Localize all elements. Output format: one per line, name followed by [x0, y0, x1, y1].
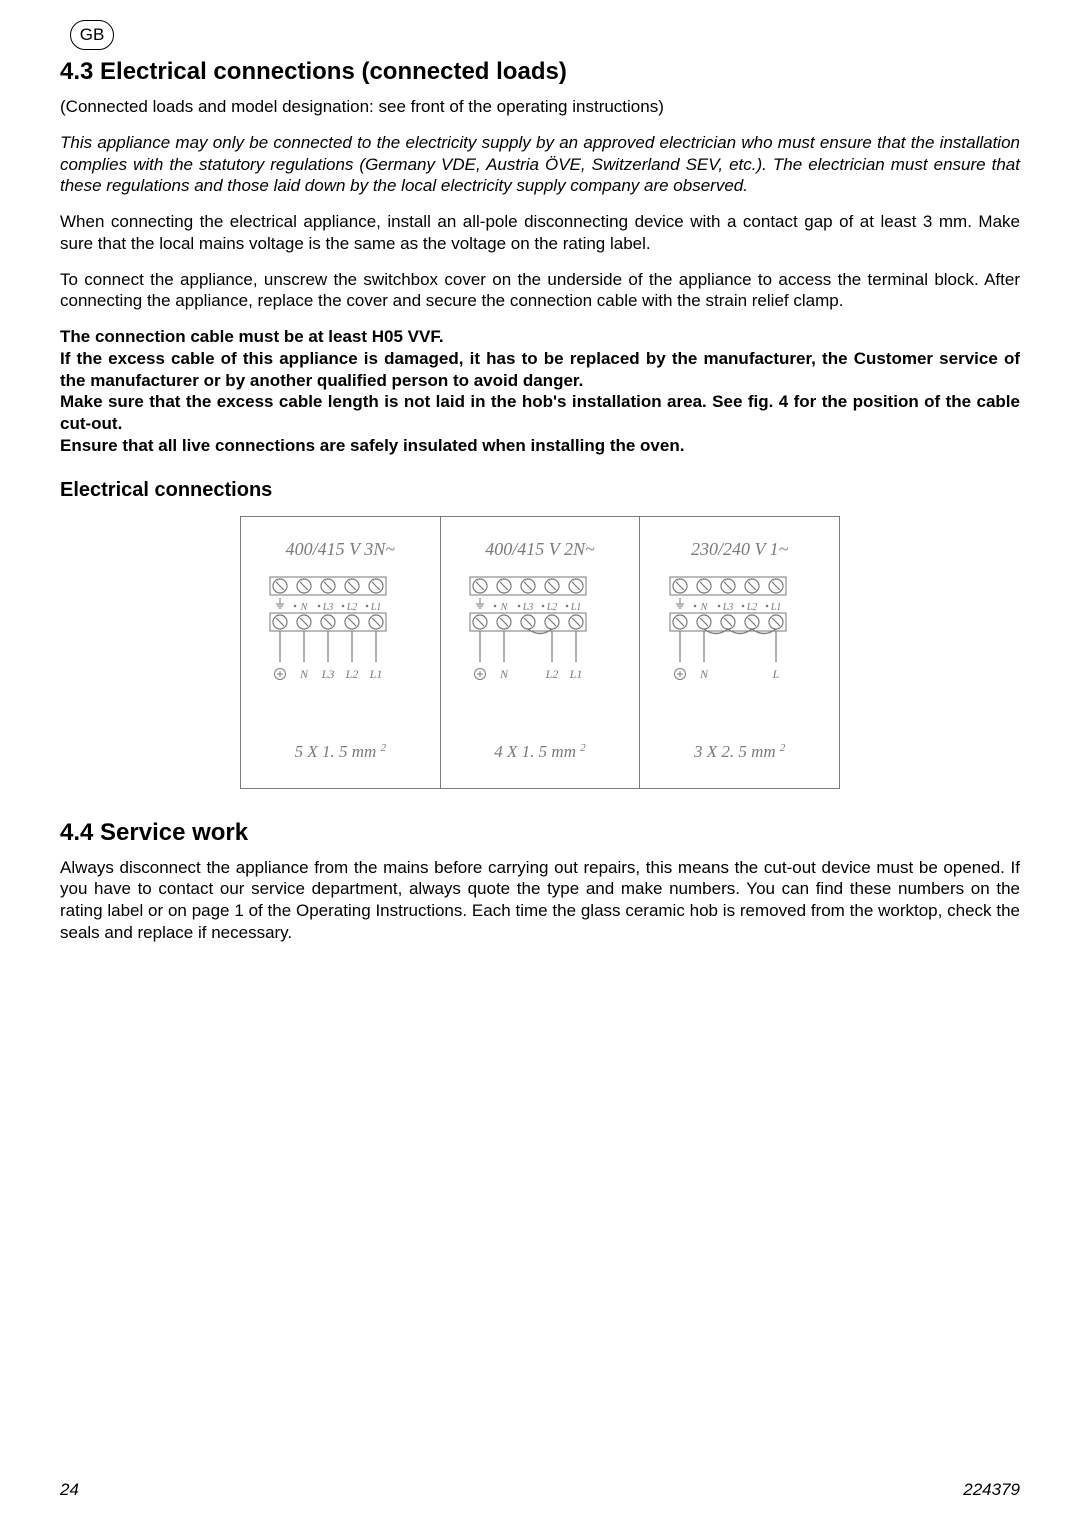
- svg-text:L2: L2: [346, 602, 358, 613]
- voltage-label: 400/415 V 3N~: [286, 539, 395, 560]
- bold-warnings-block: The connection cable must be at least H0…: [60, 326, 1020, 457]
- svg-text:L2: L2: [345, 667, 359, 681]
- voltage-label: 400/415 V 2N~: [485, 539, 594, 560]
- svg-text:N: N: [699, 667, 709, 681]
- svg-text:L1: L1: [370, 602, 382, 613]
- cable-spec: 4 X 1. 5 mm 2: [494, 742, 585, 762]
- svg-text:L1: L1: [569, 667, 583, 681]
- heading-4-3: 4.3 Electrical connections (connected lo…: [60, 58, 1020, 86]
- svg-text:L3: L3: [321, 667, 335, 681]
- svg-text:L1: L1: [570, 602, 582, 613]
- subheading-electrical-connections: Electrical connections: [60, 479, 1020, 502]
- svg-text:L: L: [771, 667, 779, 681]
- wiring-column-2: 230/240 V 1~ N L3 L2 L1 N L 3 X 2. 5 mm 2: [640, 517, 839, 788]
- wiring-diagram-wrap: 400/415 V 3N~ N L3 L2 L1 N L3 L2 L1 5 X 1. 5 mm 2…: [60, 516, 1020, 789]
- page-footer: 24 224379: [60, 1480, 1020, 1500]
- svg-text:L3: L3: [522, 602, 534, 613]
- country-badge: GB: [70, 20, 114, 50]
- page-number: 24: [60, 1480, 79, 1500]
- para-service-work: Always disconnect the appliance from the…: [60, 857, 1020, 944]
- bold-cable-damage: If the excess cable of this appliance is…: [60, 348, 1020, 392]
- wiring-column-1: 400/415 V 2N~ N L3 L2 L1 N L2 L1 4 X 1. 5 mm 2: [441, 517, 641, 788]
- svg-text:L1: L1: [369, 667, 383, 681]
- svg-text:N: N: [699, 602, 708, 613]
- svg-text:L3: L3: [721, 602, 733, 613]
- terminal-diagram-icon: N L3 L2 L1 N L3 L2 L1: [255, 574, 425, 724]
- cable-spec: 3 X 2. 5 mm 2: [694, 742, 785, 762]
- terminal-diagram-icon: N L3 L2 L1 N L: [655, 574, 825, 724]
- svg-text:N: N: [499, 667, 509, 681]
- svg-text:N: N: [299, 667, 309, 681]
- svg-text:L2: L2: [545, 667, 559, 681]
- document-number: 224379: [963, 1480, 1020, 1500]
- cable-spec: 5 X 1. 5 mm 2: [295, 742, 386, 762]
- bold-live-connections: Ensure that all live connections are saf…: [60, 435, 1020, 457]
- para-disconnecting-device: When connecting the electrical appliance…: [60, 211, 1020, 255]
- wiring-diagram: 400/415 V 3N~ N L3 L2 L1 N L3 L2 L1 5 X 1. 5 mm 2…: [240, 516, 840, 789]
- bold-cable-type: The connection cable must be at least H0…: [60, 326, 1020, 348]
- para-model-note: (Connected loads and model designation: …: [60, 96, 1020, 118]
- svg-text:L2: L2: [745, 602, 757, 613]
- heading-4-4: 4.4 Service work: [60, 819, 1020, 847]
- terminal-diagram-icon: N L3 L2 L1 N L2 L1: [455, 574, 625, 724]
- para-electrician-warning: This appliance may only be connected to …: [60, 132, 1020, 197]
- svg-text:N: N: [300, 602, 309, 613]
- wiring-column-0: 400/415 V 3N~ N L3 L2 L1 N L3 L2 L1 5 X 1. 5 mm 2: [241, 517, 441, 788]
- para-switchbox: To connect the appliance, unscrew the sw…: [60, 269, 1020, 313]
- bold-cable-position: Make sure that the excess cable length i…: [60, 391, 1020, 435]
- svg-text:L3: L3: [322, 602, 334, 613]
- svg-text:N: N: [500, 602, 509, 613]
- svg-text:L1: L1: [769, 602, 781, 613]
- voltage-label: 230/240 V 1~: [691, 539, 788, 560]
- svg-text:L2: L2: [546, 602, 558, 613]
